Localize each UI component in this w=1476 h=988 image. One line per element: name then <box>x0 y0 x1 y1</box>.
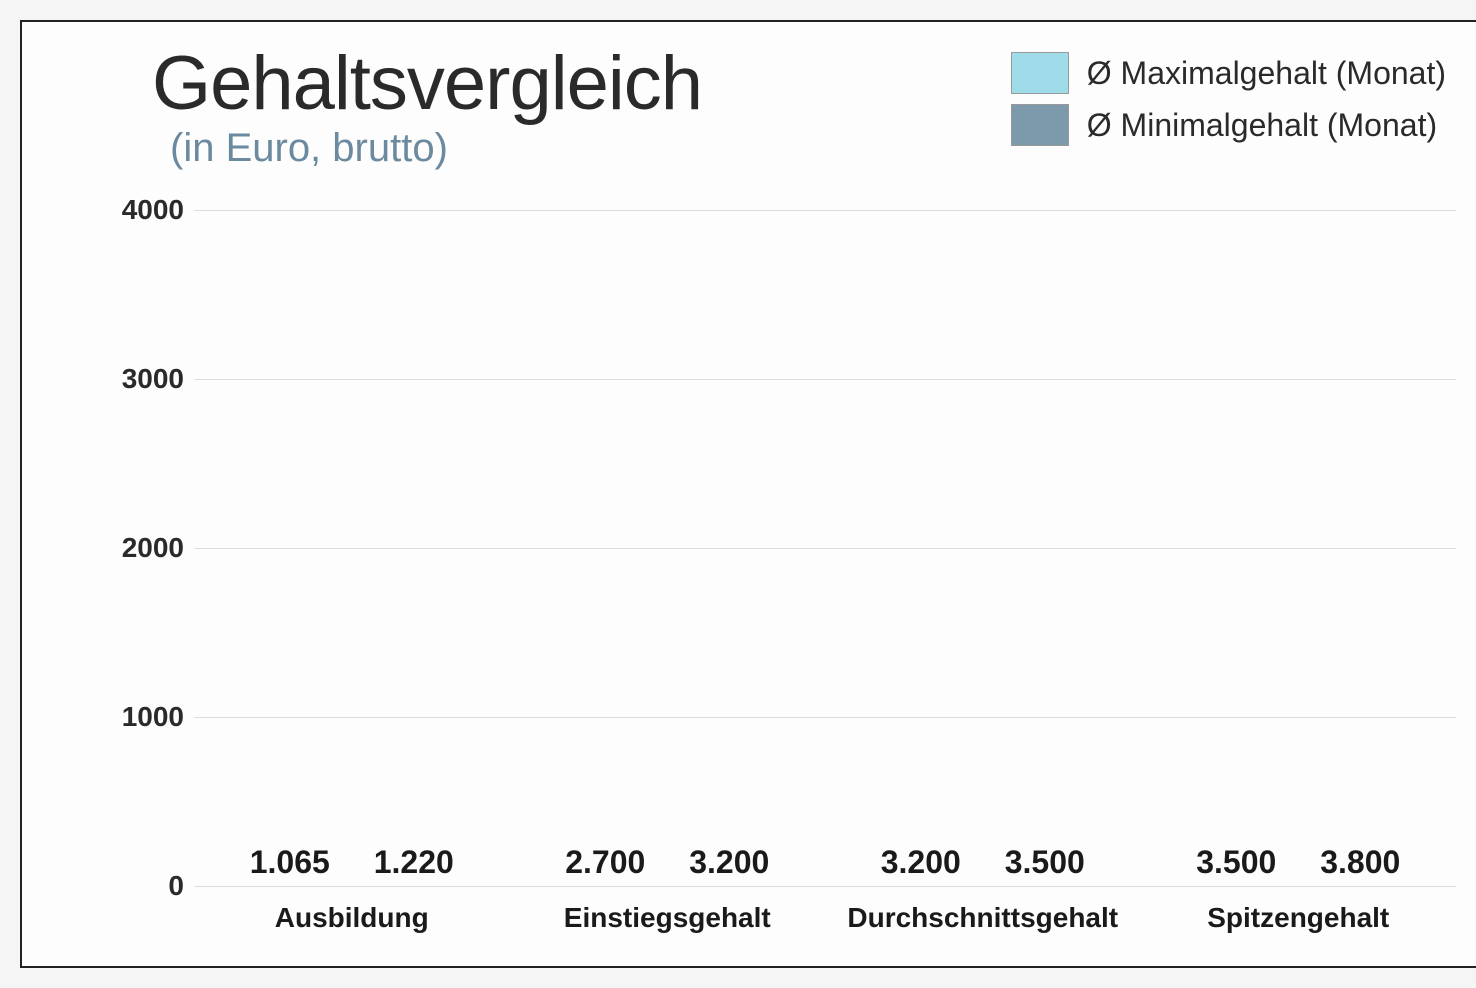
bar-value-label: 3.500 <box>1005 844 1085 881</box>
y-tick-label: 0 <box>94 870 184 902</box>
legend-label: Ø Minimalgehalt (Monat) <box>1087 107 1437 144</box>
bar-value-label: 2.700 <box>565 844 645 881</box>
bars-container: 1.065 1.220 2.700 3.200 3.200 3.500 3.500 3.800 <box>194 210 1456 886</box>
x-axis-label: Spitzengehalt <box>1141 902 1457 934</box>
bar-value-label: 3.800 <box>1320 844 1400 881</box>
legend-swatch <box>1011 104 1069 146</box>
bar-value-label: 3.200 <box>881 844 961 881</box>
chart-subtitle: (in Euro, brutto) <box>170 126 702 171</box>
gridline <box>194 886 1456 887</box>
y-tick-label: 1000 <box>94 701 184 733</box>
x-axis-label: Einstiegsgehalt <box>510 902 826 934</box>
title-block: Gehaltsvergleich (in Euro, brutto) <box>152 46 702 171</box>
legend-swatch <box>1011 52 1069 94</box>
chart-frame: Gehaltsvergleich (in Euro, brutto) Ø Max… <box>20 20 1476 968</box>
bar-value-label: 3.200 <box>689 844 769 881</box>
y-tick-label: 2000 <box>94 532 184 564</box>
x-axis-label: Ausbildung <box>194 902 510 934</box>
legend-label: Ø Maximalgehalt (Monat) <box>1087 55 1446 92</box>
y-tick-label: 3000 <box>94 363 184 395</box>
bar-value-label: 3.500 <box>1196 844 1276 881</box>
y-tick-label: 4000 <box>94 194 184 226</box>
chart-title: Gehaltsvergleich <box>152 46 702 122</box>
x-axis-labels: AusbildungEinstiegsgehaltDurchschnittsge… <box>194 902 1456 934</box>
legend-item: Ø Maximalgehalt (Monat) <box>1011 52 1446 94</box>
chart-legend: Ø Maximalgehalt (Monat) Ø Minimalgehalt (… <box>1011 52 1446 146</box>
x-axis-label: Durchschnittsgehalt <box>825 902 1141 934</box>
plot-area: 01000200030004000 1.0651.2202.7003.2003.… <box>94 210 1456 886</box>
bar-value-label: 1.065 <box>250 844 330 881</box>
legend-item: Ø Minimalgehalt (Monat) <box>1011 104 1446 146</box>
bar-value-label: 1.220 <box>374 844 454 881</box>
chart-header: Gehaltsvergleich (in Euro, brutto) Ø Max… <box>52 46 1456 171</box>
